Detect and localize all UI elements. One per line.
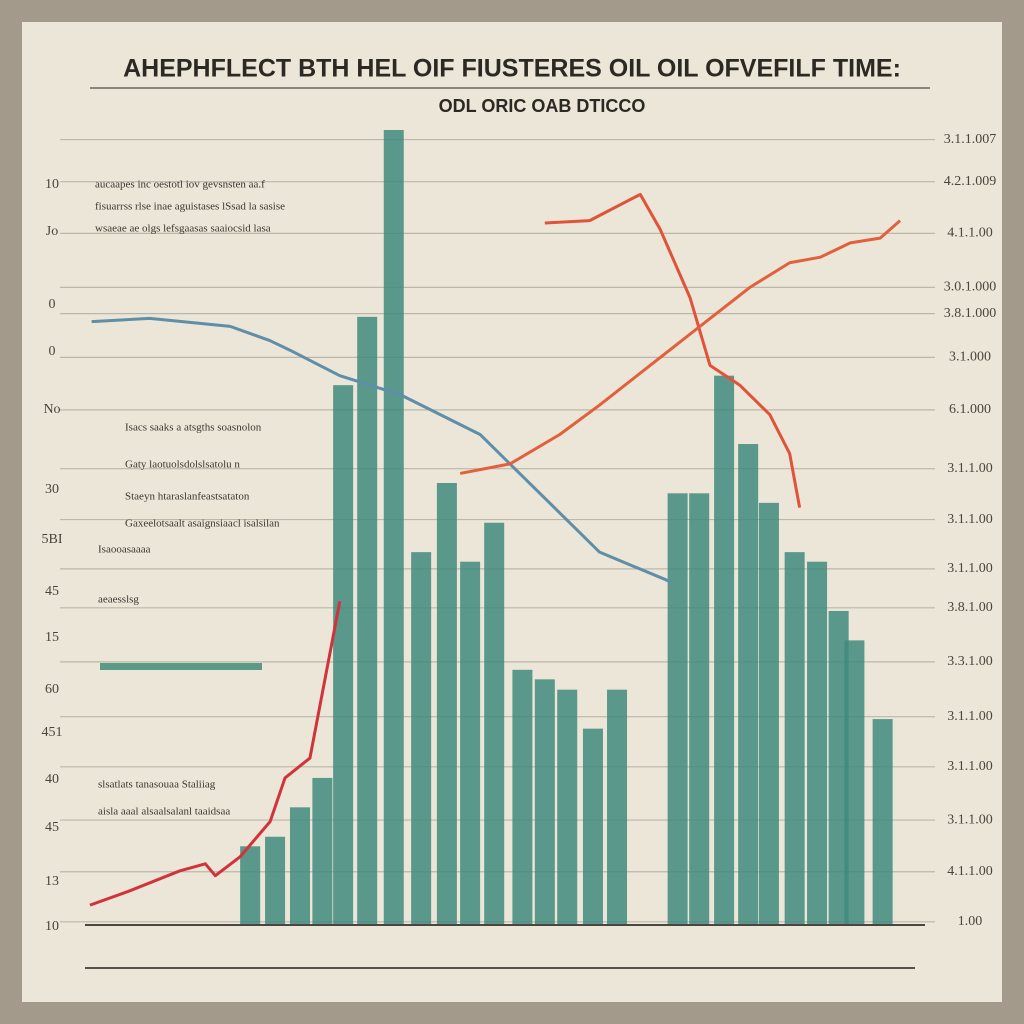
bar bbox=[714, 375, 735, 925]
bar bbox=[484, 522, 505, 925]
annotation: fisuarrss rlse inae aguistases lSsad la … bbox=[95, 201, 285, 213]
bar bbox=[436, 482, 457, 925]
y-tick-label: 1.00 bbox=[958, 914, 983, 929]
y-tick-label: 3.1.1.00 bbox=[947, 709, 993, 724]
bar bbox=[240, 846, 261, 925]
left-label: 45 bbox=[45, 584, 59, 599]
y-tick-label: 4.1.1.00 bbox=[947, 864, 993, 879]
left-label: 0 bbox=[49, 344, 56, 359]
annotation: Gaxeelotsaalt asaignsiaacl isalsilan bbox=[125, 518, 280, 530]
y-tick-label: 3.1.1.00 bbox=[947, 812, 993, 827]
left-label: 60 bbox=[45, 682, 59, 697]
bar bbox=[607, 689, 628, 925]
annotation: Isaooasaaaa bbox=[98, 544, 151, 556]
y-tick-label: 3.1.1.00 bbox=[947, 561, 993, 576]
y-tick-label: 3.8.1.000 bbox=[944, 306, 997, 321]
bar bbox=[357, 316, 378, 925]
y-tick-label: 3.1.1.00 bbox=[947, 512, 993, 527]
bar bbox=[784, 552, 805, 925]
bar bbox=[872, 719, 893, 925]
line bbox=[544, 192, 802, 508]
y-tick-label: 6.1.000 bbox=[949, 402, 991, 417]
line bbox=[459, 219, 902, 475]
left-label: 5BI bbox=[42, 532, 63, 547]
bar bbox=[265, 836, 286, 925]
left-label: 45 bbox=[45, 820, 59, 835]
bar bbox=[289, 807, 310, 925]
annotation: Gaty laotuolsdolslsatolu n bbox=[125, 459, 240, 471]
y-tick-label: 3.8.1.00 bbox=[947, 600, 993, 615]
y-tick-label: 3.1.1.00 bbox=[947, 461, 993, 476]
annotation: Staeyn htaraslanfeastsataton bbox=[125, 491, 250, 503]
line bbox=[89, 601, 342, 907]
bar bbox=[333, 385, 354, 925]
left-label: 0 bbox=[49, 297, 56, 312]
chart-subtitle: ODL ORIC OAB DTICCO bbox=[439, 96, 646, 116]
line bbox=[91, 316, 671, 583]
bar bbox=[689, 493, 710, 925]
annotation: aucaapes inc oestotl iov gevsnsten aa.f bbox=[95, 179, 265, 191]
left-label: 30 bbox=[45, 482, 59, 497]
bar bbox=[807, 561, 828, 925]
y-tick-label: 3.1.1.00 bbox=[947, 759, 993, 774]
y-tick-label: 4.2.1.009 bbox=[944, 174, 997, 189]
bar bbox=[411, 552, 432, 925]
left-label: 451 bbox=[42, 725, 63, 740]
left-label: 40 bbox=[45, 772, 59, 787]
y-tick-label: 4.1.1.00 bbox=[947, 226, 993, 241]
chart-title: AHEPHFLECT BTH HEL OIF FIUSTERES OIL OIL… bbox=[123, 55, 901, 83]
bar bbox=[582, 728, 603, 925]
bar bbox=[667, 493, 688, 925]
y-tick-label: 3.3.1.00 bbox=[947, 654, 993, 669]
annotation: wsaeae ae olgs lefsgaasas saaiocsid lasa bbox=[95, 223, 271, 235]
bar bbox=[758, 502, 779, 925]
bar bbox=[512, 669, 533, 925]
left-label: No bbox=[43, 402, 60, 417]
annotation: aeaesslsg bbox=[98, 594, 139, 606]
left-label: 15 bbox=[45, 630, 59, 645]
bar bbox=[738, 444, 759, 925]
bar bbox=[557, 689, 578, 925]
bar bbox=[383, 130, 404, 925]
y-tick-label: 3.1.1.007 bbox=[944, 132, 997, 147]
annotation: Isacs saaks a atsgths soasnolon bbox=[125, 422, 262, 434]
legend-swatch bbox=[100, 663, 262, 670]
bar bbox=[844, 640, 865, 925]
annotation: aisla aaal alsaalsalanl taaidsaa bbox=[98, 806, 230, 818]
left-label: 13 bbox=[45, 874, 59, 889]
annotation: slsatlats tanasouaa Staliiag bbox=[98, 779, 216, 791]
bar bbox=[828, 610, 849, 925]
y-tick-label: 3.0.1.000 bbox=[944, 280, 997, 295]
left-label: 10 bbox=[45, 177, 59, 192]
left-label: Jo bbox=[46, 224, 58, 239]
y-tick-label: 3.1.000 bbox=[949, 350, 991, 365]
bar bbox=[460, 561, 481, 925]
bar bbox=[312, 777, 333, 925]
bar bbox=[534, 679, 555, 925]
left-label: 10 bbox=[45, 919, 59, 934]
